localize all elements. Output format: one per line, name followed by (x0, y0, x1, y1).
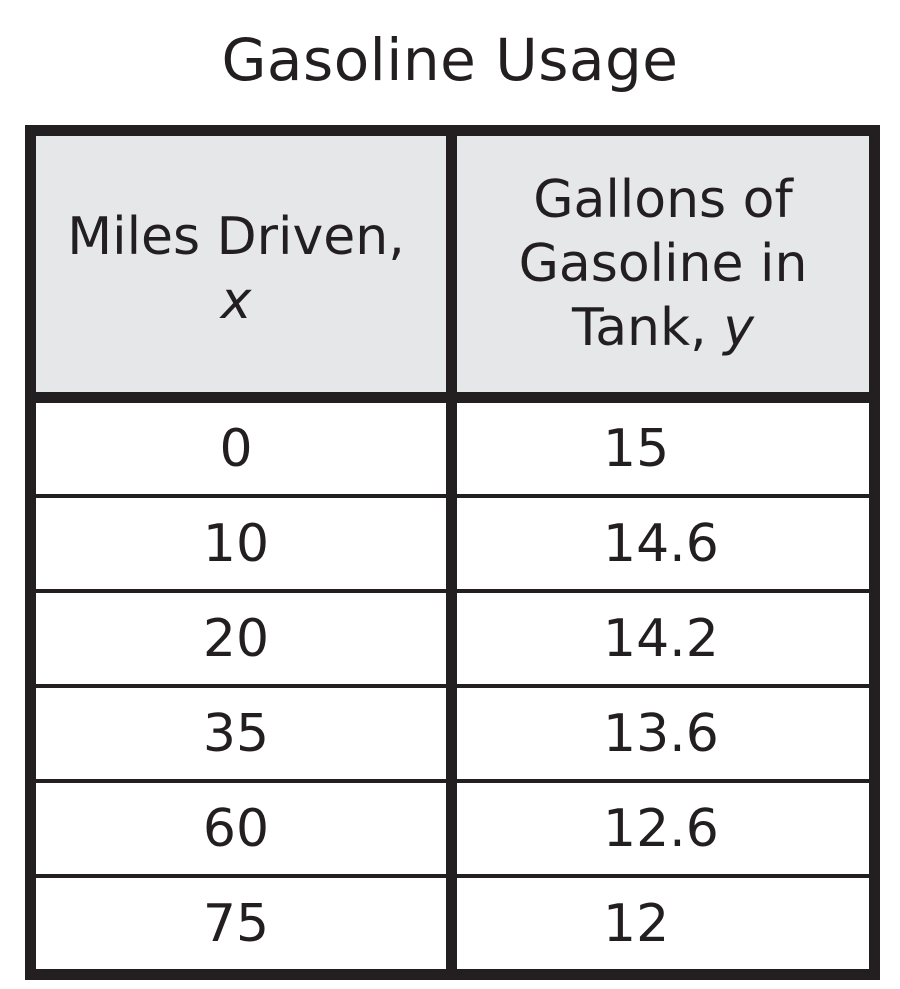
gallons-value: 13.6 (603, 703, 719, 764)
cell-miles-driven: 35 (30, 684, 457, 781)
gallons-value: 14.6 (603, 513, 719, 574)
header-gallons-line1: Gallons of (533, 170, 793, 230)
table-row: 10 14.6 (30, 494, 875, 591)
header-miles-driven: Miles Driven, x (30, 130, 457, 403)
table-title: Gasoline Usage (221, 26, 679, 94)
header-gallons-in-tank: Gallons of Gasoline in Tank, y (451, 130, 875, 403)
cell-miles-driven: 20 (30, 589, 457, 686)
table-body: 0 15 10 14.6 20 14.2 35 13.6 60 12.6 75 12 (30, 397, 875, 975)
gallons-value: 12.6 (603, 798, 719, 859)
table-row: 20 14.2 (30, 589, 875, 686)
table-row: 0 15 (30, 397, 875, 497)
miles-value: 60 (202, 798, 270, 859)
cell-miles-driven: 10 (30, 494, 457, 591)
cell-gallons-in-tank: 12.6 (451, 779, 875, 876)
header-gallons-line2: Gasoline in (518, 234, 808, 294)
table-row: 35 13.6 (30, 684, 875, 781)
table-row: 75 12 (30, 874, 875, 975)
cell-miles-driven: 0 (30, 397, 457, 496)
header-miles-label: Miles Driven, (67, 207, 405, 267)
header-gallons-line3: Tank, (572, 298, 724, 358)
cell-miles-driven: 60 (30, 779, 457, 876)
miles-value: 35 (202, 703, 270, 764)
gallons-value: 15 (603, 418, 670, 479)
cell-miles-driven: 75 (30, 874, 457, 975)
cell-gallons-in-tank: 12 (451, 874, 875, 975)
header-row: Miles Driven, x Gallons of Gasoline in T… (30, 130, 875, 403)
gasoline-usage-table: Miles Driven, x Gallons of Gasoline in T… (25, 125, 880, 980)
miles-value: 75 (202, 893, 270, 954)
cell-gallons-in-tank: 13.6 (451, 684, 875, 781)
table-row: 60 12.6 (30, 779, 875, 876)
header-x-variable: x (220, 271, 252, 331)
header-y-variable: y (723, 298, 754, 358)
cell-gallons-in-tank: 14.6 (451, 494, 875, 591)
gallons-value: 14.2 (603, 608, 719, 669)
data-table-container: Miles Driven, x Gallons of Gasoline in T… (25, 125, 880, 980)
cell-gallons-in-tank: 14.2 (451, 589, 875, 686)
miles-value: 20 (202, 608, 270, 669)
miles-value: 10 (202, 513, 270, 574)
gallons-value: 12 (603, 893, 670, 954)
cell-gallons-in-tank: 15 (452, 398, 875, 497)
miles-value: 0 (219, 418, 253, 479)
